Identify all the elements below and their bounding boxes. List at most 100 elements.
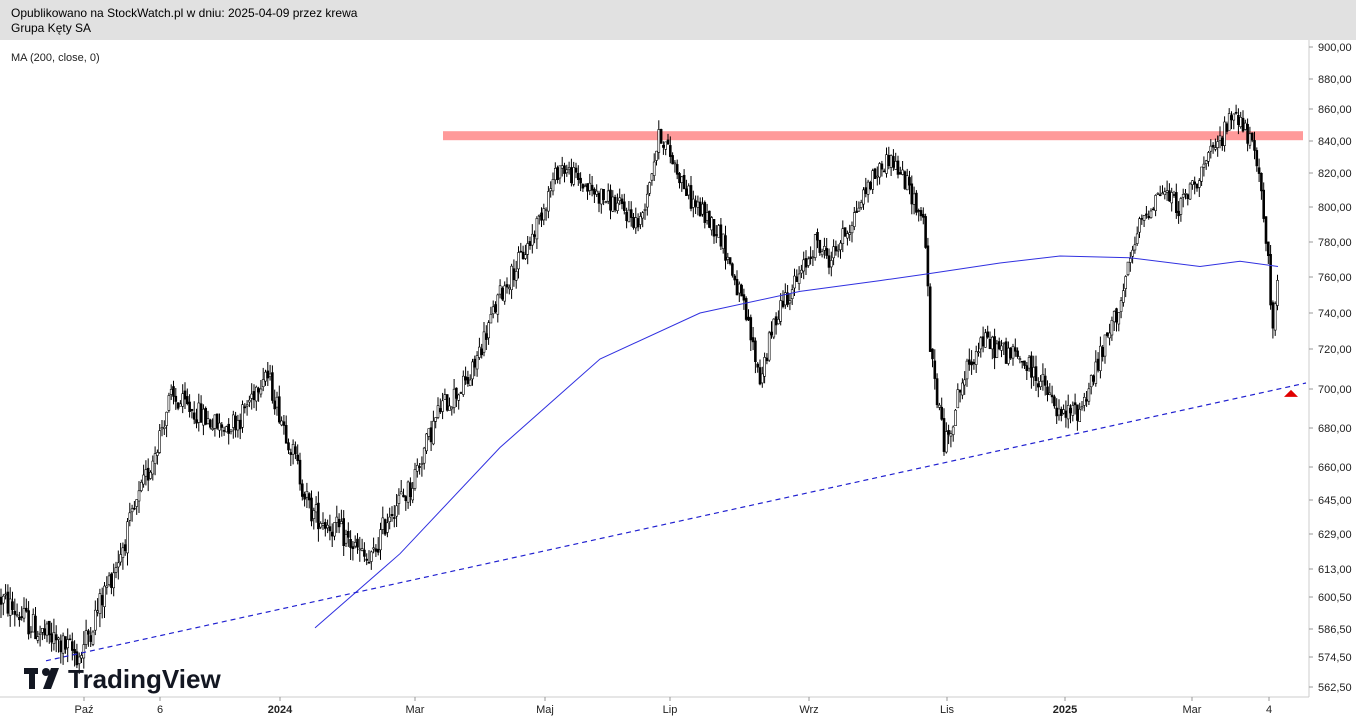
- candle[interactable]: [802, 251, 806, 280]
- candle[interactable]: [317, 491, 320, 542]
- candle[interactable]: [169, 384, 173, 400]
- candle[interactable]: [167, 392, 171, 413]
- candle[interactable]: [639, 212, 642, 230]
- candle[interactable]: [781, 290, 785, 309]
- candle[interactable]: [864, 177, 868, 198]
- candle[interactable]: [662, 141, 665, 155]
- candle[interactable]: [917, 208, 921, 222]
- candle[interactable]: [333, 522, 336, 541]
- candle[interactable]: [806, 256, 810, 268]
- candle[interactable]: [986, 325, 990, 339]
- candle[interactable]: [701, 197, 704, 217]
- candle[interactable]: [896, 155, 900, 179]
- candle[interactable]: [1069, 404, 1072, 424]
- candle[interactable]: [448, 397, 451, 411]
- candle[interactable]: [174, 388, 178, 410]
- candle[interactable]: [880, 160, 884, 177]
- candle[interactable]: [645, 184, 649, 216]
- candle[interactable]: [1060, 406, 1063, 422]
- candle[interactable]: [202, 404, 205, 436]
- candle[interactable]: [505, 277, 509, 294]
- candle[interactable]: [397, 488, 401, 515]
- candle[interactable]: [735, 270, 739, 296]
- candle[interactable]: [300, 479, 304, 501]
- candle[interactable]: [358, 536, 362, 562]
- candle[interactable]: [346, 522, 350, 547]
- candle[interactable]: [289, 448, 293, 466]
- candle[interactable]: [1147, 210, 1150, 220]
- candle[interactable]: [754, 337, 757, 374]
- candle[interactable]: [901, 161, 904, 176]
- candle[interactable]: [751, 327, 755, 351]
- candle[interactable]: [533, 230, 536, 244]
- candle[interactable]: [935, 373, 939, 409]
- candle[interactable]: [1158, 185, 1162, 197]
- candle[interactable]: [501, 286, 504, 301]
- candle[interactable]: [797, 266, 801, 291]
- candle[interactable]: [114, 561, 118, 579]
- candle[interactable]: [1133, 236, 1137, 254]
- candle[interactable]: [376, 537, 380, 556]
- candle[interactable]: [307, 492, 311, 509]
- candle[interactable]: [195, 408, 198, 429]
- candle[interactable]: [862, 187, 865, 210]
- candle[interactable]: [666, 133, 670, 145]
- candle[interactable]: [632, 213, 635, 230]
- candle[interactable]: [1096, 352, 1100, 373]
- candle[interactable]: [655, 150, 658, 166]
- candle[interactable]: [558, 165, 562, 185]
- candle[interactable]: [457, 393, 461, 410]
- candle[interactable]: [399, 480, 403, 495]
- candle[interactable]: [947, 424, 950, 445]
- candle[interactable]: [616, 193, 619, 214]
- candle[interactable]: [974, 345, 978, 373]
- candle[interactable]: [1209, 139, 1213, 159]
- candle[interactable]: [388, 507, 392, 530]
- candle[interactable]: [848, 224, 852, 241]
- candle[interactable]: [84, 619, 88, 649]
- candle[interactable]: [542, 203, 546, 226]
- candle[interactable]: [951, 425, 955, 442]
- candle[interactable]: [721, 233, 725, 254]
- candle[interactable]: [314, 496, 318, 523]
- candle[interactable]: [714, 225, 718, 244]
- candle[interactable]: [383, 518, 387, 537]
- candle[interactable]: [517, 246, 520, 279]
- candle[interactable]: [928, 283, 932, 352]
- candle[interactable]: [100, 587, 104, 619]
- candle[interactable]: [606, 183, 610, 205]
- candle[interactable]: [1267, 241, 1270, 264]
- candle[interactable]: [685, 179, 688, 197]
- candle[interactable]: [1198, 178, 1201, 197]
- candle[interactable]: [257, 386, 260, 402]
- candle[interactable]: [459, 391, 463, 394]
- candle[interactable]: [1177, 201, 1180, 224]
- candle[interactable]: [163, 420, 166, 435]
- candle[interactable]: [1145, 206, 1148, 219]
- candle[interactable]: [560, 156, 564, 177]
- candle[interactable]: [733, 274, 737, 286]
- candle[interactable]: [1257, 158, 1261, 182]
- candle[interactable]: [487, 320, 490, 345]
- candle[interactable]: [673, 160, 677, 173]
- candle[interactable]: [494, 301, 497, 314]
- candle[interactable]: [804, 250, 808, 275]
- candle[interactable]: [386, 513, 389, 538]
- candle[interactable]: [1009, 347, 1013, 360]
- candle[interactable]: [1223, 116, 1226, 152]
- candle[interactable]: [535, 216, 539, 249]
- candle[interactable]: [146, 458, 150, 492]
- candle[interactable]: [197, 393, 201, 432]
- candle[interactable]: [232, 410, 235, 439]
- candle[interactable]: [1221, 135, 1224, 151]
- candle[interactable]: [1142, 215, 1146, 227]
- candle[interactable]: [786, 285, 789, 308]
- candle[interactable]: [6, 584, 10, 617]
- candle[interactable]: [1078, 402, 1081, 423]
- candle[interactable]: [1207, 151, 1210, 167]
- candle[interactable]: [850, 221, 854, 243]
- candle[interactable]: [1253, 131, 1256, 160]
- candle[interactable]: [156, 449, 159, 465]
- candle[interactable]: [1262, 182, 1265, 223]
- candle[interactable]: [418, 463, 421, 475]
